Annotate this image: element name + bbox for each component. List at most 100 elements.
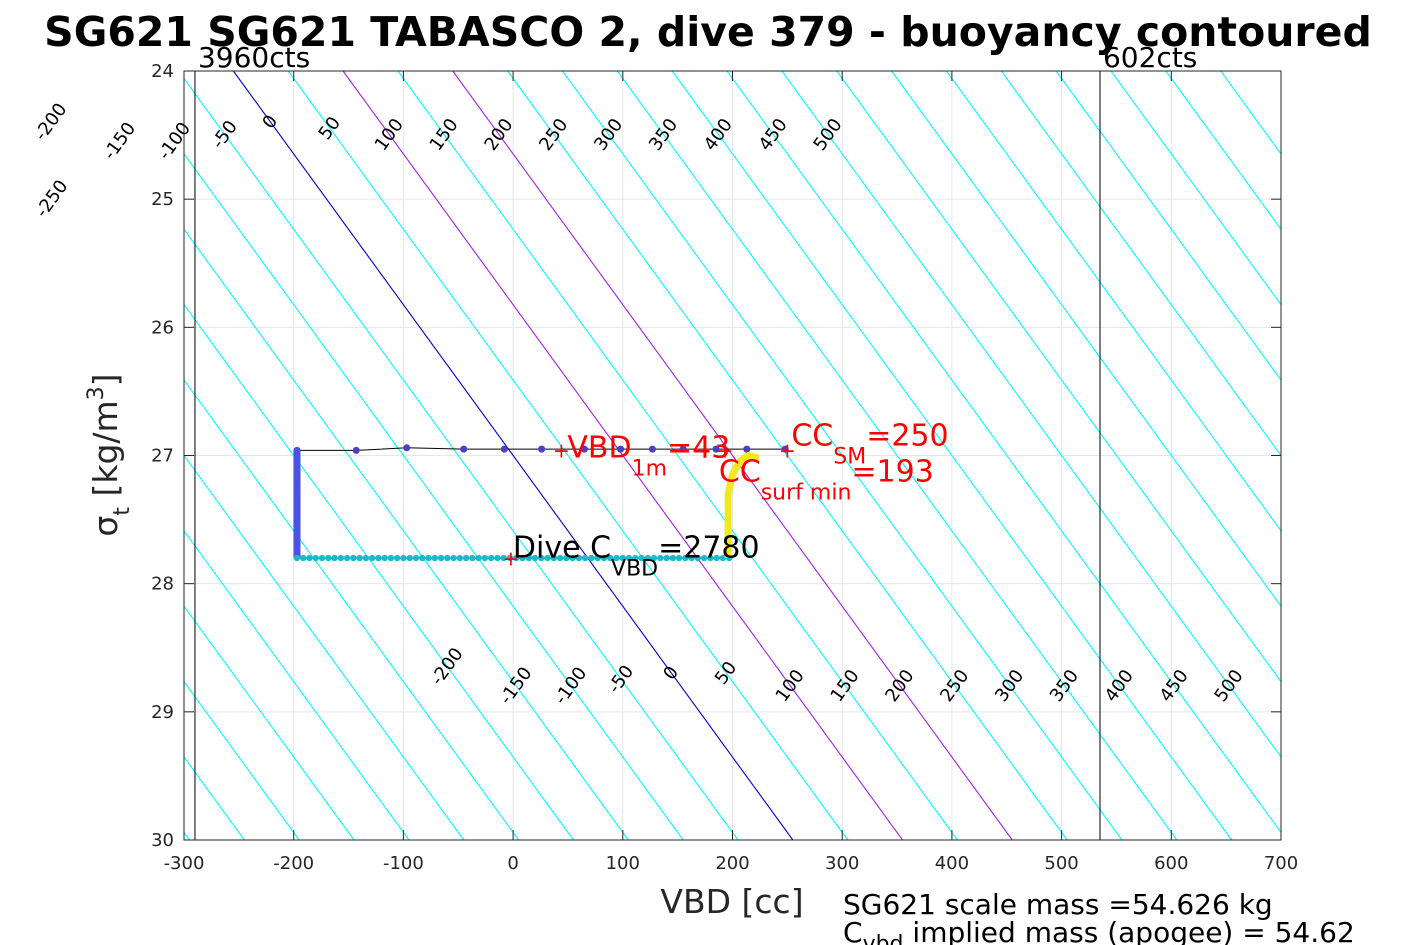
- y-tick-label: 28: [151, 574, 174, 595]
- dive-point: [700, 554, 708, 562]
- climb-segment: [724, 452, 760, 559]
- contour-label-top: -200: [30, 99, 71, 144]
- contour-label-bottom: 100: [772, 666, 809, 706]
- surface-point: [617, 445, 625, 453]
- dive-point: [713, 554, 720, 562]
- marker-label-value: =193: [851, 455, 933, 490]
- surface-point: [500, 445, 508, 453]
- dive-point: [312, 554, 319, 562]
- contour-line: [836, 71, 1281, 683]
- x-tick-label: -300: [164, 853, 205, 874]
- marker-label-main: Dive C: [513, 530, 611, 565]
- marker-label-sub: SM: [833, 445, 866, 470]
- dive-point: [513, 554, 520, 562]
- marker-plus: +: [553, 439, 570, 463]
- x-tick-label: 100: [606, 853, 640, 874]
- contour-label-top: -250: [31, 176, 72, 221]
- y-axis-label-sub: t: [110, 507, 135, 516]
- dive-point: [425, 554, 432, 562]
- dive-point: [462, 554, 470, 562]
- surface-point: [743, 445, 751, 453]
- y-axis-label: σt [kg/m3]: [84, 373, 135, 536]
- contour-label-top: 450: [755, 115, 792, 155]
- contour-line: [287, 71, 849, 840]
- dive-point: [663, 554, 670, 562]
- contour-label-bottom: 50: [711, 658, 741, 689]
- dive-point: [444, 554, 451, 562]
- contour-line: [671, 71, 1233, 840]
- x-tick-label: -200: [273, 853, 314, 874]
- dive-point: [419, 554, 426, 562]
- contour-label-bottom: -50: [604, 661, 638, 697]
- contour-label-bottom: 350: [1046, 666, 1083, 706]
- dive-point: [487, 554, 495, 562]
- dive-point: [481, 554, 489, 562]
- contour-line: [184, 77, 739, 840]
- contour-line: [184, 680, 300, 840]
- dive-point: [412, 554, 420, 562]
- contour-line: [507, 71, 1068, 840]
- contour-label-bottom: -150: [495, 663, 536, 708]
- surface-point: [679, 445, 687, 453]
- dive-point: [394, 554, 401, 562]
- marker-label-main: CC: [719, 455, 761, 490]
- contour-line: [1055, 71, 1281, 382]
- dive-point: [469, 554, 476, 562]
- marker-label: CCsurf min=193: [719, 455, 934, 506]
- y-axis-label-symbol: σ: [86, 516, 125, 537]
- y-tick-label: 25: [151, 189, 174, 210]
- contour-line: [891, 71, 1281, 608]
- count-label: 602cts: [1103, 41, 1197, 74]
- dive-point: [337, 554, 345, 562]
- dive-point: [575, 554, 583, 562]
- dive-point: [694, 554, 702, 562]
- dive-point: [606, 554, 614, 562]
- marker-label-sub: surf min: [761, 481, 852, 506]
- dive-point: [675, 554, 683, 562]
- dive-series: [293, 444, 789, 562]
- contour-line: [1110, 71, 1281, 306]
- x-tick-label: 700: [1264, 853, 1298, 874]
- contour-label-top: 50: [315, 113, 345, 144]
- contour-label-bottom: -100: [550, 663, 591, 708]
- contour-label-bottom: 500: [1210, 666, 1247, 706]
- y-tick-label: 30: [151, 830, 174, 851]
- dive-point: [375, 554, 382, 562]
- contour-label-bottom: 200: [881, 666, 918, 706]
- surface-point: [712, 445, 720, 453]
- surface-point: [648, 445, 656, 453]
- dive-point: [525, 554, 532, 562]
- marker-label-sub: 1m: [632, 457, 667, 482]
- dive-point: [619, 554, 626, 562]
- dive-point: [594, 554, 601, 562]
- dive-point: [682, 554, 689, 562]
- contour-line: [1165, 71, 1281, 231]
- dive-point: [657, 554, 664, 562]
- marker-plus: +: [716, 439, 733, 463]
- contour-label-top: 200: [480, 115, 517, 155]
- count-lines: 3960cts 602cts: [194, 41, 1197, 840]
- dive-point: [550, 554, 558, 562]
- contour-label-top: 100: [371, 115, 408, 155]
- contour-label-top: 300: [590, 115, 627, 155]
- x-axis-label: VBD [cc]: [660, 882, 803, 921]
- marker-label-main: CC: [791, 419, 833, 454]
- marker-plus: +: [503, 546, 520, 570]
- contour-line: [184, 379, 520, 840]
- dive-point: [293, 554, 301, 562]
- contour-line: [616, 71, 1178, 840]
- x-tick-label: 0: [507, 853, 518, 874]
- dive-point: [650, 554, 658, 562]
- implied-mass-value: implied mass (apogee) = 54.62: [904, 916, 1355, 945]
- annotation-markers: +VBD1m=43 +CCSM=250+CCsurf min=193+Dive C…: [503, 419, 949, 582]
- contour-line: [0, 71, 25, 840]
- dive-point: [450, 554, 457, 562]
- contour-label-top: -100: [154, 119, 195, 164]
- y-tick-label: 29: [151, 702, 174, 723]
- contour-line: [397, 71, 958, 840]
- contour-label-top: -300: [0, 157, 4, 202]
- dive-point: [350, 554, 357, 562]
- dive-point: [300, 554, 307, 562]
- contour-line: [452, 71, 1013, 840]
- dive-point: [325, 554, 332, 562]
